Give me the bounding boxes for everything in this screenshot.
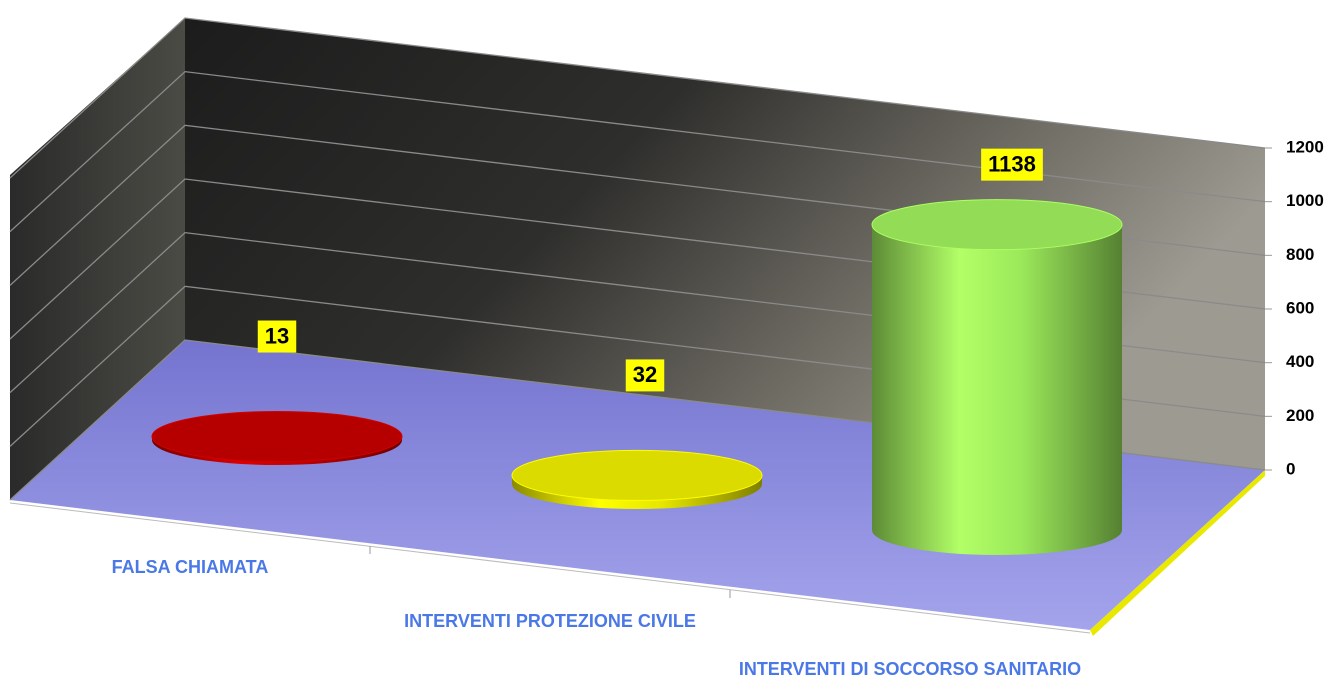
grid-line: [9, 17, 1266, 179]
floor-edge: [1090, 470, 1265, 636]
value-label: 13: [265, 323, 289, 348]
value-label-bg: [625, 359, 665, 392]
value-label-bg: [257, 320, 297, 353]
y-tick-label: 0: [1286, 459, 1295, 478]
cylinder-top: [511, 449, 763, 501]
y-tick-label: 1200: [1286, 137, 1324, 156]
y-tick-label: 600: [1286, 298, 1314, 317]
cylinder: [511, 449, 763, 509]
y-tick-label: 400: [1286, 352, 1314, 371]
x-tick-label: INTERVENTI DI SOCCORSO SANITARIO: [739, 659, 1081, 679]
value-label: 32: [633, 362, 657, 387]
value-label: 1138: [988, 151, 1036, 176]
y-tick-label: 200: [1286, 406, 1314, 425]
x-tick-label: FALSA CHIAMATA: [112, 557, 269, 577]
cylinder-body: [872, 224, 1122, 556]
grid-line: [9, 70, 1266, 233]
y-tick-label: 800: [1286, 245, 1314, 264]
cylinder-top: [151, 411, 403, 463]
value-label-bg: [981, 148, 1043, 181]
y-tick-label: 1000: [1286, 191, 1324, 210]
front-axis: [9, 502, 1091, 634]
cylinder: [151, 411, 403, 465]
cylinder-top: [871, 199, 1123, 251]
x-tick-label: INTERVENTI PROTEZIONE CIVILE: [404, 611, 696, 631]
cylinder: [871, 199, 1123, 556]
